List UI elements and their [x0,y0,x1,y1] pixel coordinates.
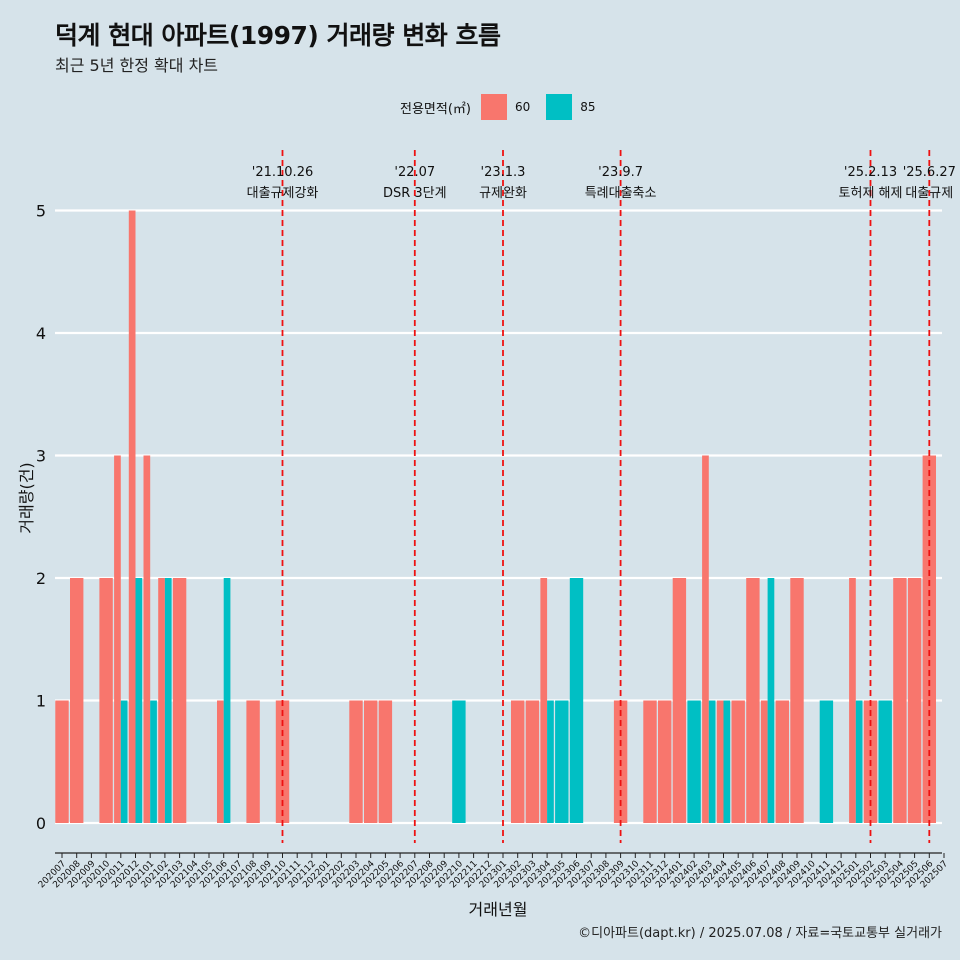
chart-title: 덕계 현대 아파트(1997) 거래량 변화 흐름 [55,21,501,50]
bar-60-202204 [364,700,378,823]
annotation-label: 특례대출축소 [585,186,657,201]
bar-60-202302 [511,700,525,823]
bar-60-202409 [790,578,804,823]
x-axis-title: 거래년월 [469,900,528,919]
annotation-date: '22.07 [394,165,435,180]
bar-60-202311 [643,700,657,823]
legend-label-85: 85 [580,100,596,114]
bar-60-202403 [702,455,709,823]
bar-60-202406 [746,578,760,823]
bar-60-202504 [893,578,907,823]
legend-label-60: 60 [514,100,531,114]
chart-subtitle: 최근 5년 한정 확대 차트 [55,56,219,75]
annotation-date: '23.1.3 [481,165,526,180]
bar-60-202408 [775,700,789,823]
annotation-label: DSR 3단계 [383,186,447,201]
bar-60-202405 [731,700,745,823]
bar-60-202203 [349,700,363,823]
annotation-date: '25.6.27 [903,165,956,180]
bar-60-202007 [55,700,69,823]
y-axis-title: 거래량(건) [17,462,36,533]
bar-60-202012 [128,210,136,823]
bar-60-202303 [525,700,540,823]
bar-60-202108 [246,700,260,823]
bar-60-202304 [540,578,548,823]
bar-60-202312 [658,700,672,823]
bar-60-202102 [158,578,165,823]
bar-60-202101 [143,455,151,823]
y-tick-label: 4 [36,324,46,343]
bar-85-202210 [452,700,466,823]
bar-85-202011 [120,700,128,823]
bar-85-202402 [687,700,701,823]
bar-60-202401 [672,578,687,823]
bar-85-202411 [819,700,834,823]
bar-85-202404 [723,700,731,823]
bar-60-202008 [70,578,84,823]
bar-60-202407 [760,700,768,823]
bar-85-202306 [569,578,584,823]
bar-60-202103 [172,578,187,823]
y-tick-label: 0 [36,814,46,833]
bar-60-202404 [716,700,724,823]
legend-title: 전용면적(㎡) [400,101,471,117]
annotation-date: '23.9.7 [598,165,643,180]
annotation-label: 대출규제강화 [247,186,319,201]
bar-85-202407 [767,578,775,823]
legend-key-85 [546,94,573,120]
bar-60-202505 [907,578,922,823]
bar-85-202501 [855,700,863,823]
annotation-label: 규제완화 [479,186,527,201]
y-tick-label: 2 [36,569,46,588]
annotation-label: 대출규제 [905,186,953,201]
bar-85-202012 [135,578,143,823]
y-tick-label: 5 [36,202,46,221]
bar-60-202106 [217,700,224,823]
bar-85-202305 [555,700,569,823]
legend: 전용면적(㎡) 60 85 [400,93,612,121]
bar-85-202503 [878,700,892,823]
legend-key-60 [480,94,507,120]
bar-85-202403 [708,700,716,823]
annotation-label: 토허제 해제 [839,186,903,201]
annotation-date: '25.2.13 [844,165,897,180]
y-tick-label: 1 [36,692,46,711]
y-tick-label: 3 [36,447,46,466]
bar-85-202106 [223,578,231,823]
bar-60-202506 [922,455,936,823]
bar-60-202205 [378,700,393,823]
bar-60-202501 [849,578,856,823]
bar-85-202304 [547,700,554,823]
bar-85-202102 [164,578,172,823]
caption: ©디아파트(dapt.kr) / 2025.07.08 / 자료=국토교통부 실… [578,926,942,941]
bar-60-202011 [114,455,121,823]
annotation-date: '21.10.26 [252,165,313,180]
bar-60-202010 [99,578,113,823]
bar-85-202101 [150,700,157,823]
